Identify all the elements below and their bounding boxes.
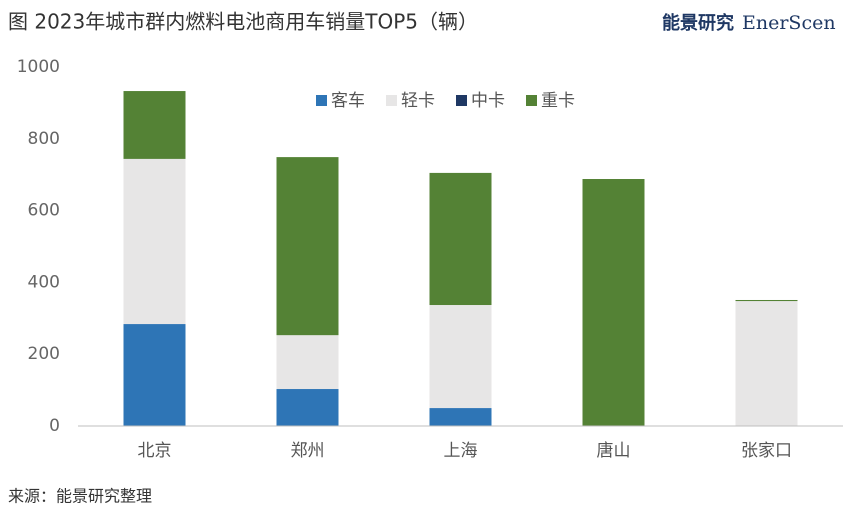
bar-segment bbox=[429, 305, 492, 409]
y-tick-label: 1000 bbox=[17, 57, 60, 77]
bar-segment bbox=[582, 179, 645, 426]
y-tick-label: 0 bbox=[49, 416, 60, 436]
x-tick-label: 郑州 bbox=[291, 441, 325, 461]
bar-segment bbox=[123, 91, 186, 159]
legend-swatch bbox=[456, 95, 467, 106]
bar-segment bbox=[276, 389, 339, 426]
legend-swatch bbox=[386, 95, 397, 106]
y-tick-label: 800 bbox=[28, 129, 60, 149]
legend-label: 轻卡 bbox=[401, 91, 435, 111]
legend-label: 重卡 bbox=[541, 91, 575, 111]
x-tick-label: 唐山 bbox=[597, 440, 631, 461]
bar-segment bbox=[735, 299, 798, 302]
chart-title: 图 2023年城市群内燃料电池商用车销量TOP5（辆） bbox=[8, 10, 478, 34]
logo-en: EnerScen bbox=[742, 12, 836, 34]
y-tick-label: 600 bbox=[28, 201, 60, 221]
legend-swatch bbox=[526, 95, 537, 106]
x-tick-label: 上海 bbox=[444, 441, 478, 461]
legend-swatch bbox=[316, 95, 327, 106]
bar-segment bbox=[429, 408, 492, 426]
bar-segment bbox=[123, 324, 186, 426]
x-tick-label: 北京 bbox=[138, 441, 172, 461]
legend-label: 中卡 bbox=[471, 91, 505, 111]
x-tick-label: 张家口 bbox=[741, 441, 792, 461]
bar-segment bbox=[276, 335, 339, 390]
bar-segment bbox=[276, 157, 339, 336]
bar-segment bbox=[123, 158, 186, 325]
logo-cn: 能景研究 bbox=[662, 12, 734, 34]
source-note: 来源：能景研究整理 bbox=[8, 487, 152, 506]
y-tick-label: 400 bbox=[28, 272, 60, 292]
legend-label: 客车 bbox=[331, 91, 365, 111]
y-tick-label: 200 bbox=[28, 344, 60, 364]
bar-segment bbox=[735, 301, 798, 426]
bar-segment bbox=[429, 172, 492, 306]
